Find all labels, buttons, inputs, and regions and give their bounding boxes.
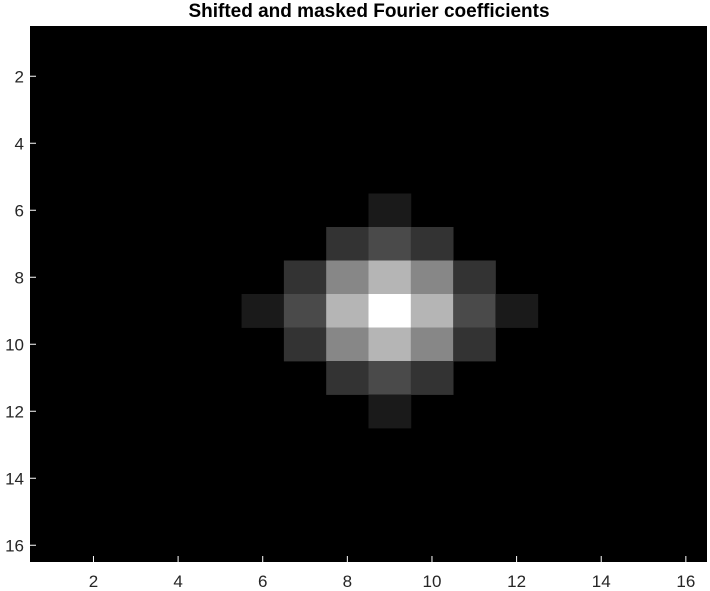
x-tick-label-8: 8 bbox=[343, 572, 352, 591]
heatmap-cell-r9-c9 bbox=[368, 294, 412, 328]
heatmap-cell-r8-c10 bbox=[410, 260, 454, 295]
x-tick-label-14: 14 bbox=[592, 572, 611, 591]
heatmap-cell-r9-c11 bbox=[453, 294, 496, 328]
heatmap-cell-r10-c9 bbox=[368, 327, 412, 362]
heatmap-cell-r9-c6 bbox=[241, 294, 285, 328]
heatmap-cell-r8-c7 bbox=[283, 260, 327, 295]
tick-labels: 2 4 6 8 10 12 14 16 2 4 6 8 10 12 14 16 bbox=[5, 67, 695, 591]
heatmap-cell-r10-c11 bbox=[453, 327, 496, 362]
heatmap-cell-r8-c11 bbox=[453, 260, 496, 295]
chart-title: Shifted and masked Fourier coefficients bbox=[188, 1, 549, 22]
heatmap-cell-r10-c10 bbox=[410, 327, 454, 362]
heatmap-cell-r10-c8 bbox=[326, 327, 369, 362]
heatmap-cell-r7-c9 bbox=[368, 227, 412, 261]
heatmap-cell-r12-c9 bbox=[368, 394, 412, 429]
x-tick-label-10: 10 bbox=[423, 572, 442, 591]
x-tick-label-12: 12 bbox=[507, 572, 526, 591]
heatmap-cell-r11-c10 bbox=[410, 361, 454, 395]
y-tick-label-12: 12 bbox=[5, 402, 24, 421]
y-tick-label-8: 8 bbox=[15, 268, 24, 287]
heatmap-cell-r9-c8 bbox=[326, 294, 369, 328]
x-tick-label-6: 6 bbox=[258, 572, 267, 591]
x-tick-label-4: 4 bbox=[173, 572, 182, 591]
heatmap-cell-r7-c8 bbox=[326, 227, 369, 261]
heatmap-cell-r9-c10 bbox=[410, 294, 454, 328]
heatmap-cell-r8-c8 bbox=[326, 260, 369, 295]
heatmap-cells bbox=[241, 193, 539, 429]
heatmap-cell-r10-c7 bbox=[283, 327, 327, 362]
axis-ticks bbox=[30, 75, 687, 562]
heatmap-cell-r11-c8 bbox=[326, 361, 369, 395]
y-tick-label-2: 2 bbox=[15, 67, 24, 86]
heatmap-cell-r9-c12 bbox=[495, 294, 539, 328]
y-tick-label-10: 10 bbox=[5, 335, 24, 354]
heatmap-cell-r11-c9 bbox=[368, 361, 412, 395]
y-tick-label-14: 14 bbox=[5, 469, 24, 488]
heatmap-cell-r7-c10 bbox=[410, 227, 454, 261]
y-tick-label-4: 4 bbox=[15, 134, 24, 153]
heatmap-cell-r9-c7 bbox=[283, 294, 327, 328]
heatmap-cell-r8-c9 bbox=[368, 260, 412, 295]
y-tick-label-6: 6 bbox=[15, 201, 24, 220]
x-tick-label-2: 2 bbox=[89, 572, 98, 591]
heatmap-cell-r6-c9 bbox=[368, 193, 412, 228]
x-tick-label-16: 16 bbox=[676, 572, 695, 591]
y-tick-label-16: 16 bbox=[5, 536, 24, 555]
